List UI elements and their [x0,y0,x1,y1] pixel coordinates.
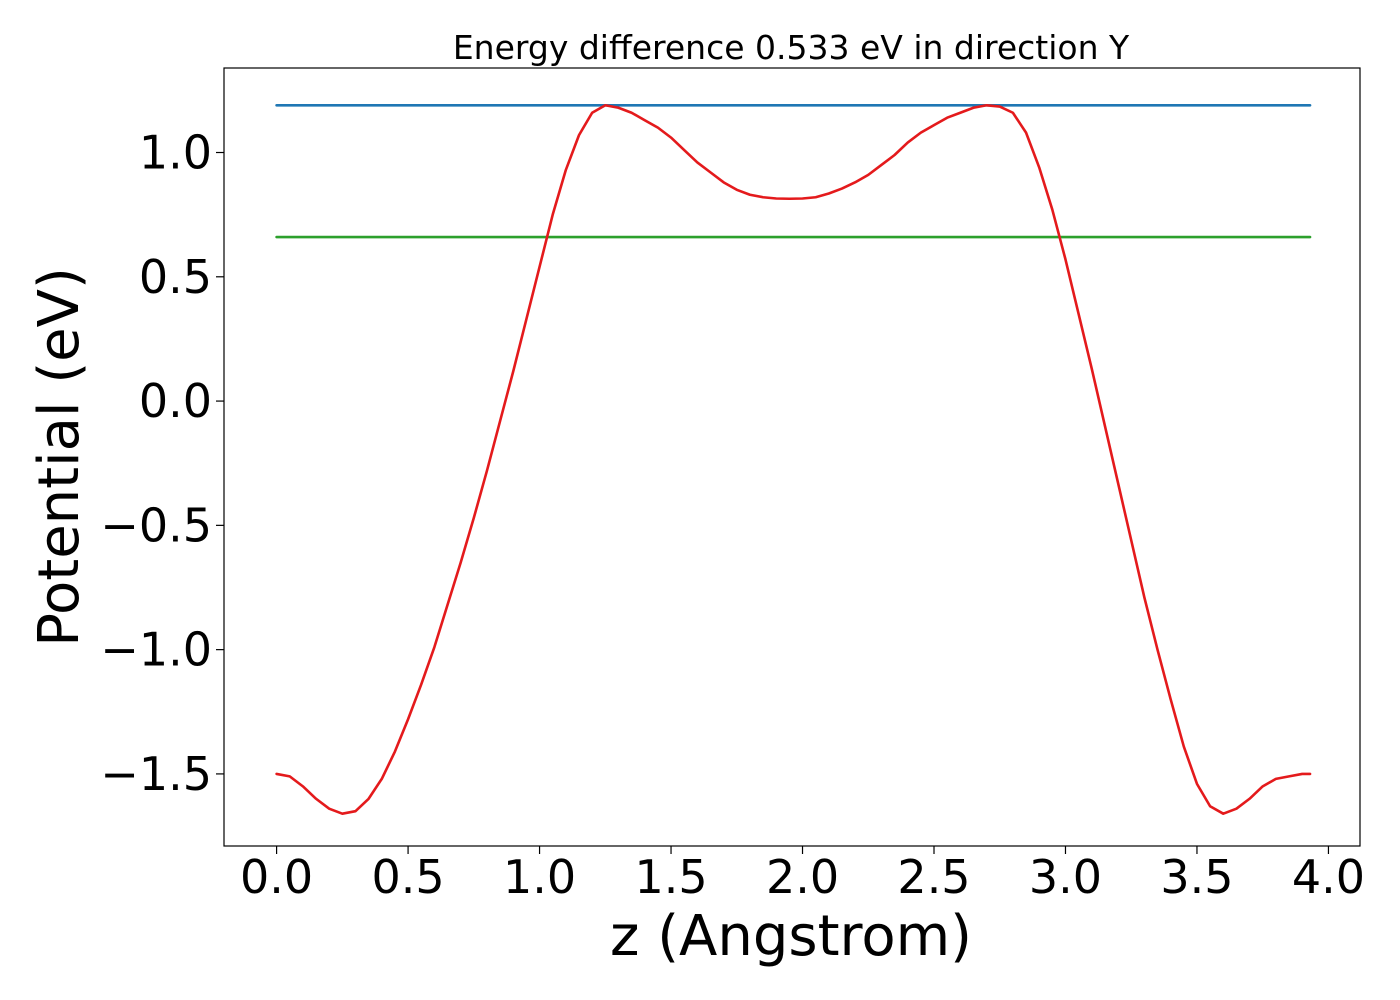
x-tick-label: 0.0 [240,850,313,904]
x-tick-label: 4.0 [1292,850,1365,904]
y-tick-label: −0.5 [100,498,212,552]
plot-frame [223,67,1361,847]
y-tick-label: −1.5 [100,747,212,801]
x-tick-label: 1.0 [503,850,576,904]
y-axis: −1.5 −1.0 −0.5 0.0 0.5 1.0 [100,126,224,801]
series-layer [275,103,1312,815]
x-tick-label: 0.5 [371,850,444,904]
x-tick-label: 1.5 [634,850,707,904]
x-tick-label: 2.0 [766,850,839,904]
x-tick-label: 2.5 [897,850,970,904]
x-tick-label: 3.0 [1029,850,1102,904]
y-axis-label: Potential (eV) [27,267,92,647]
x-tick-label: 3.5 [1160,850,1233,904]
y-tick-label: 0.0 [139,374,212,428]
y-tick-label: −1.0 [100,623,212,677]
y-tick-label: 1.0 [139,126,212,180]
y-tick-label: 0.5 [139,250,212,304]
chart-title: Energy difference 0.533 eV in direction … [453,28,1130,67]
potential-curve-2 [275,103,1312,815]
x-axis: 0.0 0.5 1.0 1.5 2.0 2.5 3.0 3.5 4.0 [240,846,1365,904]
x-axis-label: z (Angstrom) [610,904,972,969]
